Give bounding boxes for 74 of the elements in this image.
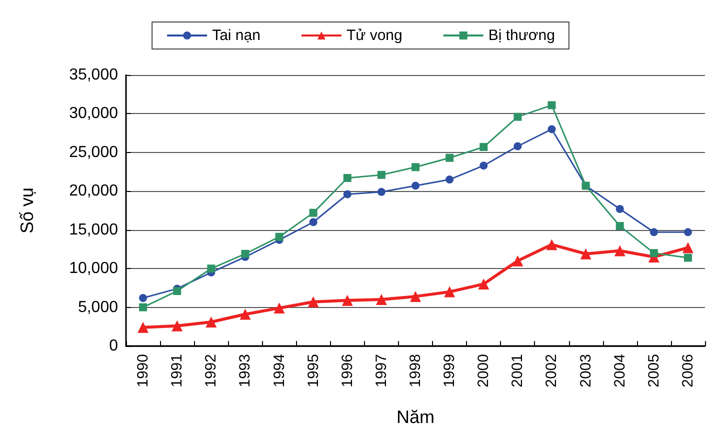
point [275,232,284,241]
point [139,294,148,302]
point [343,174,352,182]
point [342,294,353,306]
point [309,208,318,217]
point [377,188,386,196]
y-tick-label: 5,000 [78,298,118,316]
point [138,322,149,333]
point [412,182,420,190]
legend-label: Bị thương [488,27,555,44]
point [650,228,658,236]
point [514,142,522,150]
y-tick-label: 35,000 [69,66,118,84]
point [514,112,522,121]
y-tick-label: 15,000 [69,221,118,238]
point [548,101,556,110]
point [139,303,148,312]
point [240,308,251,320]
point [446,154,454,162]
point [650,249,658,258]
point [410,290,421,302]
x-tick-label: 2000 [475,354,492,388]
y-tick-label: 0 [109,338,118,354]
point [309,218,318,226]
point [274,302,285,314]
point [206,316,217,328]
point [682,242,694,254]
point [376,294,387,306]
point [444,286,456,298]
y-axis-title: Số vụ [17,187,37,234]
x-tick-label: 1990 [134,354,152,388]
x-tick-label: 2006 [679,354,696,388]
point [207,264,216,273]
x-tick-label: 2001 [509,354,526,388]
x-tick-label: 1997 [372,354,390,388]
point [684,228,692,236]
legend-label: Tai nạn [212,27,260,44]
point [478,278,490,290]
point [512,255,524,266]
x-tick-label: 1998 [407,354,424,388]
y-tick-label: 10,000 [69,260,118,278]
x-tick-label: 1994 [270,354,288,388]
x-tick-label: 2002 [543,354,560,388]
point [412,163,420,172]
point [548,125,556,134]
x-tick-label: 1993 [236,354,254,388]
x-tick-label: 1995 [304,354,322,388]
x-tick-label: 1996 [338,354,356,388]
point [172,320,183,332]
point [614,245,626,256]
point [480,143,488,152]
x-tick-label: 2004 [611,354,628,388]
point [580,248,592,260]
point [480,162,488,170]
point [446,176,454,184]
legend-label: Tử vong [346,27,402,44]
x-tick-label: 1991 [168,354,186,388]
point [616,222,624,230]
point [377,170,386,179]
x-tick-label: 1992 [202,354,220,388]
point [308,296,319,308]
point [343,190,352,198]
point [173,287,182,296]
point [241,250,250,258]
x-tick-label: 1999 [441,354,458,388]
point [546,239,558,250]
x-tick-label: 2005 [645,354,662,388]
y-tick-label: 30,000 [69,105,118,122]
x-tick-label: 2003 [577,354,594,388]
y-tick-label: 20,000 [69,182,118,200]
point [616,204,624,213]
x-axis-title: Năm [396,407,435,427]
y-tick-label: 25,000 [69,144,118,161]
point [684,254,692,262]
